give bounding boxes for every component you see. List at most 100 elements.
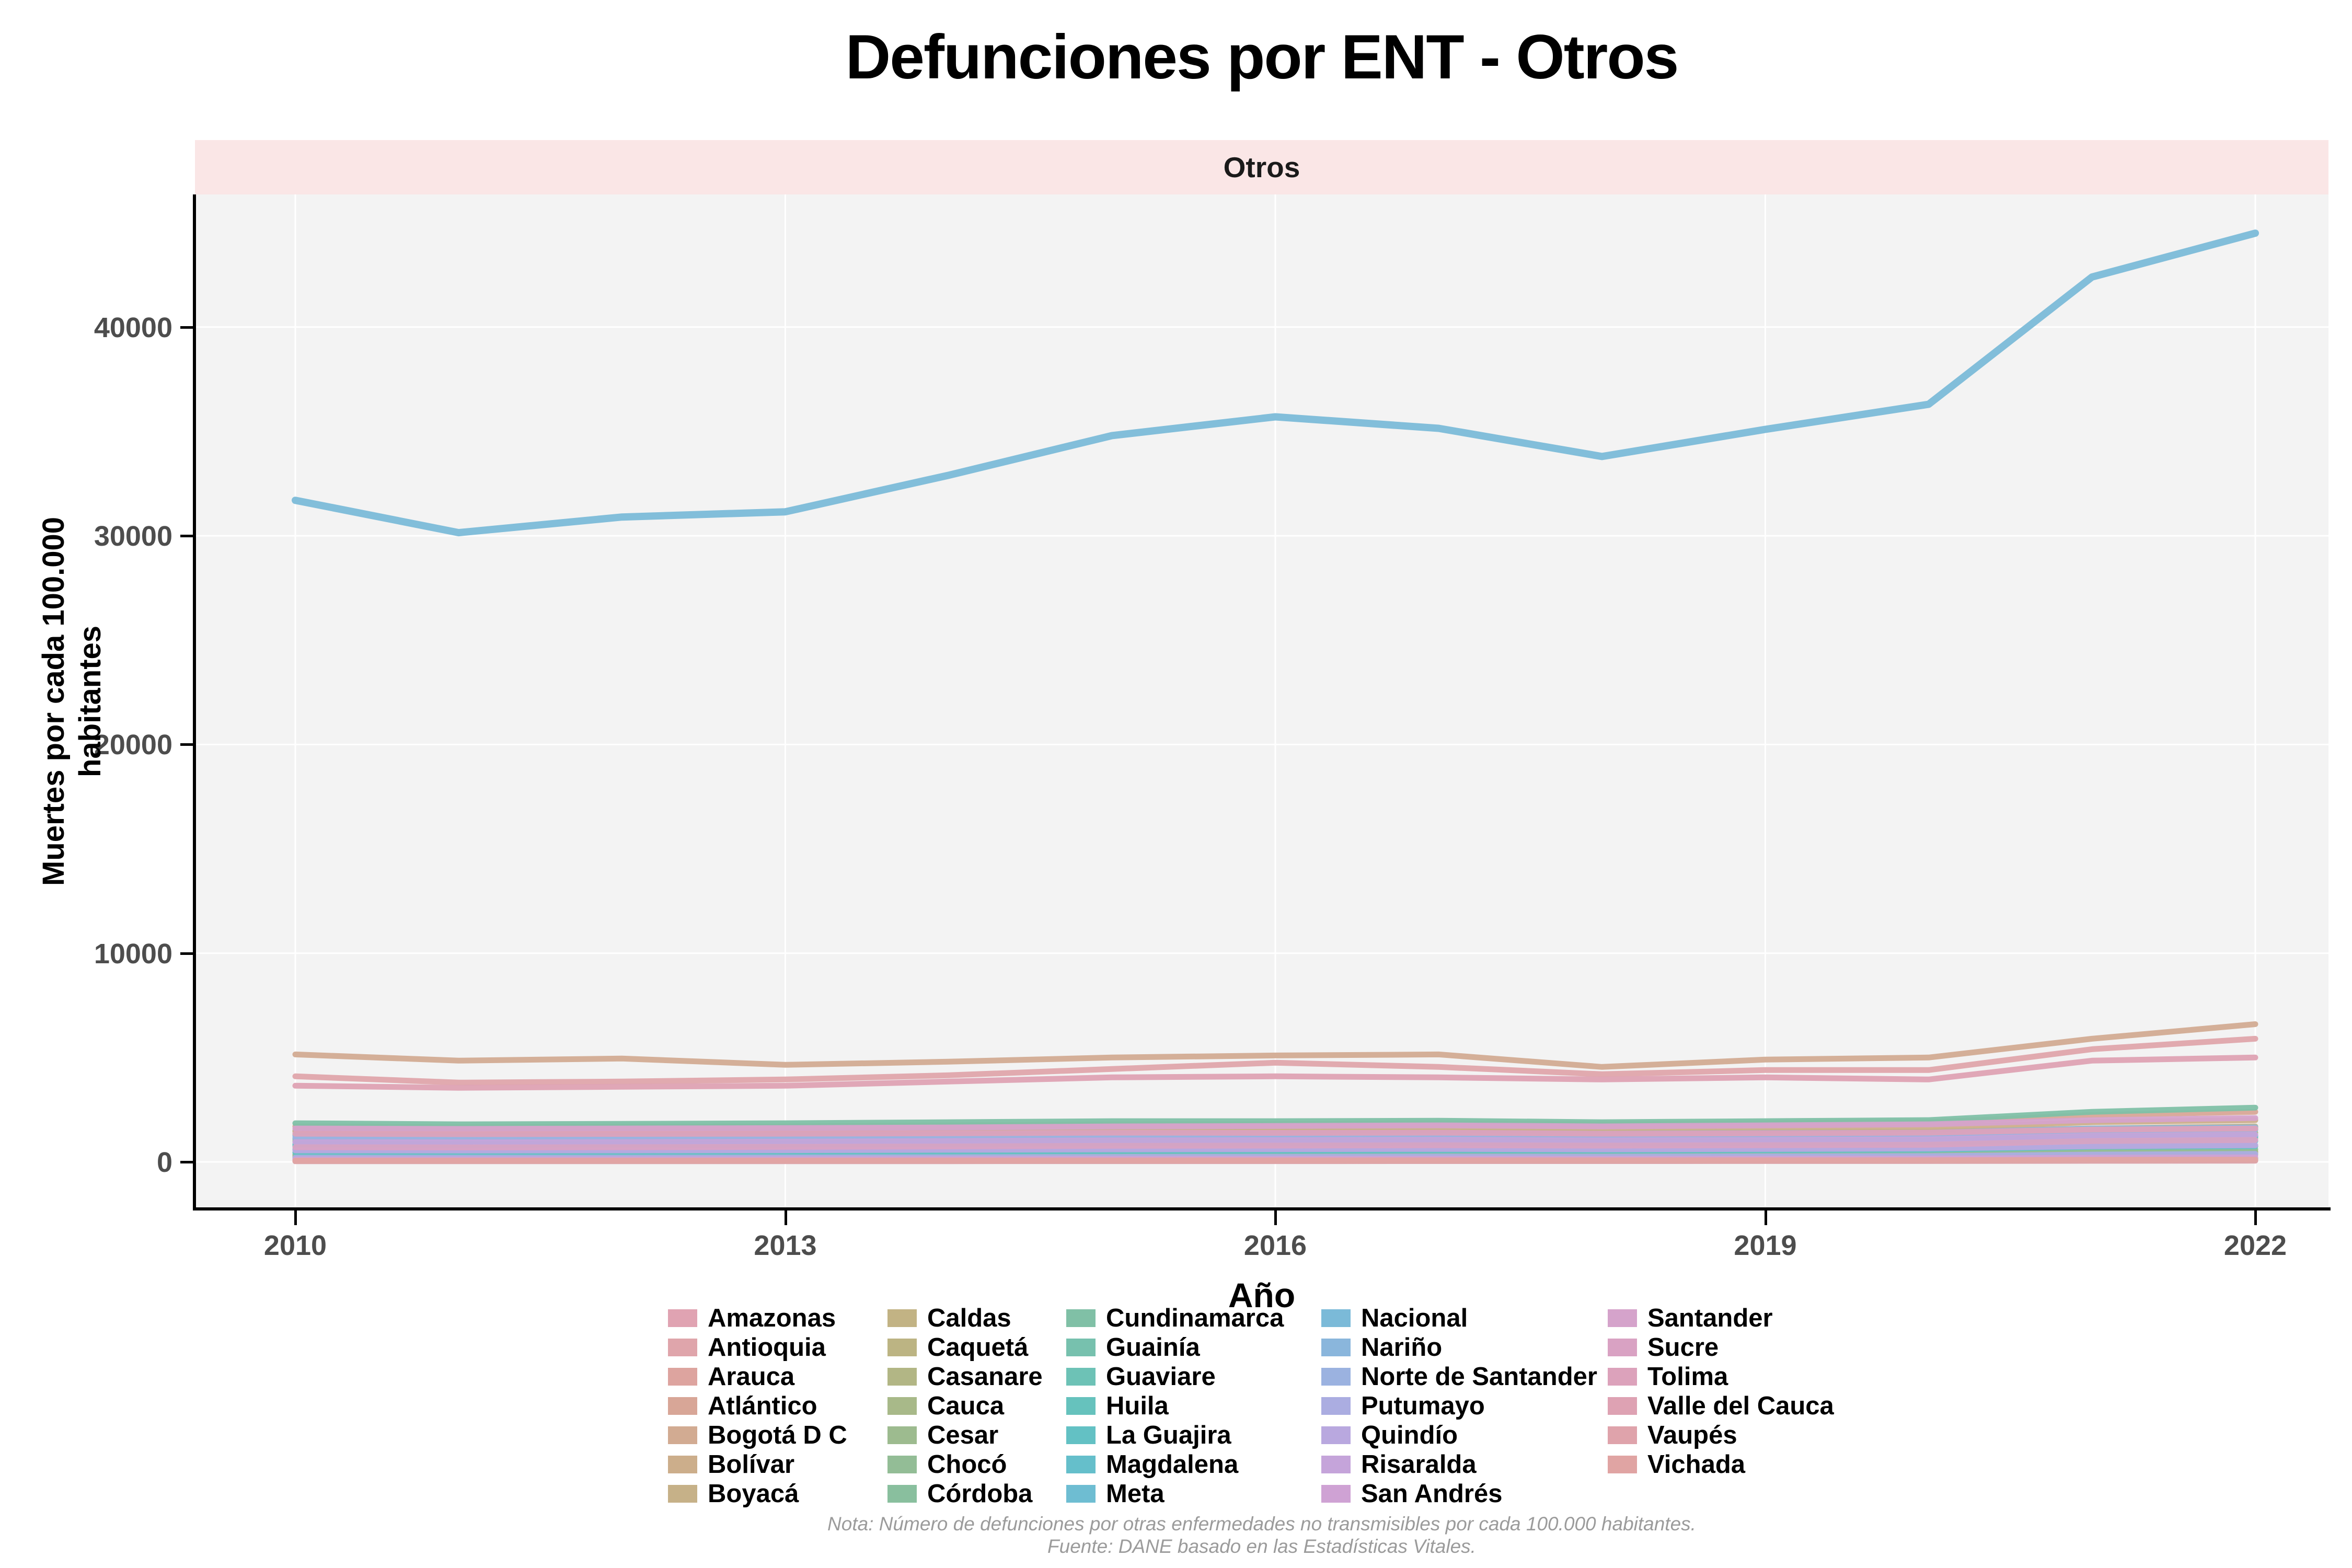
facet-strip-label: Otros xyxy=(1223,151,1300,183)
legend-label: Cesar xyxy=(927,1421,999,1449)
legend-swatch xyxy=(1321,1397,1351,1415)
x-axis-line xyxy=(193,1207,2331,1210)
legend-label: Valle del Cauca xyxy=(1647,1392,1834,1420)
y-tick-label: 30000 xyxy=(94,521,172,552)
x-tick-mark xyxy=(784,1210,787,1225)
facet-strip: Otros xyxy=(195,140,2328,194)
x-tick-label: 2013 xyxy=(754,1230,817,1261)
legend-swatch xyxy=(887,1339,917,1356)
x-tick-label: 2010 xyxy=(263,1230,327,1261)
x-tick-mark xyxy=(294,1210,297,1225)
x-tick-label: 2019 xyxy=(1734,1230,1797,1261)
legend-label: Casanare xyxy=(927,1363,1043,1391)
x-axis-title: Año xyxy=(1228,1276,1296,1315)
legend-swatch xyxy=(1608,1368,1637,1386)
y-tick-label: 20000 xyxy=(94,729,172,761)
series-line-bogotá-d-c xyxy=(292,1021,2258,1070)
legend-item-putumayo: Putumayo xyxy=(1321,1392,1485,1420)
legend-item-guainía: Guainía xyxy=(1066,1333,1200,1362)
x-tick-label: 2022 xyxy=(2223,1230,2287,1261)
legend-swatch xyxy=(1066,1397,1096,1415)
y-tick-mark xyxy=(180,743,195,746)
y-tick-mark xyxy=(180,535,195,538)
legend-swatch xyxy=(887,1397,917,1415)
legend-swatch xyxy=(668,1456,697,1473)
legend-label: Caquetá xyxy=(927,1333,1029,1362)
legend-swatch xyxy=(668,1397,697,1415)
legend-label: Antioquia xyxy=(708,1333,826,1362)
panel-background xyxy=(195,194,2328,1208)
legend-item-bolívar: Bolívar xyxy=(668,1450,795,1479)
legend-label: San Andrés xyxy=(1361,1480,1503,1508)
legend-item-vichada: Vichada xyxy=(1608,1450,1746,1479)
legend-swatch xyxy=(1608,1456,1637,1473)
legend-swatch xyxy=(1321,1339,1351,1356)
legend-label: Tolima xyxy=(1647,1363,1728,1391)
legend-item-nariño: Nariño xyxy=(1321,1333,1443,1362)
legend-label: Norte de Santander xyxy=(1361,1363,1597,1391)
legend-label: Risaralda xyxy=(1361,1450,1477,1479)
y-axis-line xyxy=(193,194,196,1210)
legend-label: Vichada xyxy=(1647,1450,1746,1479)
y-tick-mark xyxy=(180,1161,195,1163)
legend-item-chocó: Chocó xyxy=(887,1450,1007,1479)
legend-swatch xyxy=(1066,1368,1096,1386)
legend-label: Boyacá xyxy=(708,1480,799,1508)
legend-item-tolima: Tolima xyxy=(1608,1363,1728,1391)
legend-label: Sucre xyxy=(1647,1333,1719,1362)
series-line-cundinamarca xyxy=(292,1104,2258,1127)
legend-swatch xyxy=(668,1368,697,1386)
x-tick-mark xyxy=(2254,1210,2257,1225)
series-line-valle-del-cauca xyxy=(292,1054,2258,1091)
legend-label: Quindío xyxy=(1361,1421,1458,1449)
y-tick-mark xyxy=(180,326,195,329)
legend-swatch xyxy=(1066,1339,1096,1356)
legend-item-córdoba: Córdoba xyxy=(887,1480,1033,1508)
legend-label: Nariño xyxy=(1361,1333,1443,1362)
legend-swatch xyxy=(1608,1397,1637,1415)
legend-swatch xyxy=(887,1426,917,1444)
series-line-sucre xyxy=(292,1137,2258,1150)
legend-label: Meta xyxy=(1106,1480,1165,1508)
x-tick-mark xyxy=(1764,1210,1767,1225)
legend-item-cauca: Cauca xyxy=(887,1392,1004,1420)
y-tick-label: 0 xyxy=(156,1147,172,1178)
y-axis-title-line2: habitantes xyxy=(73,625,107,778)
plot-panel xyxy=(195,194,2328,1208)
legend-item-san-andrés: San Andrés xyxy=(1321,1480,1503,1508)
legend-label: Putumayo xyxy=(1361,1392,1485,1420)
legend-label: Cauca xyxy=(927,1392,1005,1420)
legend-swatch xyxy=(668,1339,697,1356)
legend-item-cesar: Cesar xyxy=(887,1421,999,1449)
legend-label: Bogotá D C xyxy=(708,1421,847,1449)
caption-source: Fuente: DANE basado en las Estadísticas … xyxy=(1047,1536,1476,1557)
legend-swatch xyxy=(1321,1426,1351,1444)
series-line-antioquia xyxy=(292,1035,2258,1086)
line-chart xyxy=(195,194,2328,1208)
legend-item-valle-del-cauca: Valle del Cauca xyxy=(1608,1392,1834,1420)
legend-swatch xyxy=(1066,1456,1096,1473)
legend-item-norte-de-santander: Norte de Santander xyxy=(1321,1363,1597,1391)
legend-label: Córdoba xyxy=(927,1480,1033,1508)
x-tick-label: 2016 xyxy=(1243,1230,1307,1261)
y-axis-title-line1: Muertes por cada 100.000 xyxy=(37,516,71,886)
legend-item-la-guajira: La Guajira xyxy=(1066,1421,1231,1449)
series-line-risaralda xyxy=(292,1132,2258,1145)
legend-item-guaviare: Guaviare xyxy=(1066,1363,1216,1391)
legend-item-vaupés: Vaupés xyxy=(1608,1421,1737,1449)
chart-title: Defunciones por ENT - Otros xyxy=(845,22,1679,92)
legend-item-caquetá: Caquetá xyxy=(887,1333,1029,1362)
y-tick-label: 40000 xyxy=(94,312,172,343)
y-tick-mark xyxy=(180,952,195,955)
legend-label: Bolívar xyxy=(708,1450,795,1479)
legend-item-sucre: Sucre xyxy=(1608,1333,1719,1362)
legend-item-antioquia: Antioquia xyxy=(668,1333,826,1362)
legend-label: Vaupés xyxy=(1647,1421,1737,1449)
legend-item-casanare: Casanare xyxy=(887,1363,1043,1391)
y-tick-label: 10000 xyxy=(94,938,172,970)
legend-label: Huila xyxy=(1106,1392,1169,1420)
legend-label: Chocó xyxy=(927,1450,1007,1479)
legend-item-meta: Meta xyxy=(1066,1480,1165,1508)
series-line-vichada xyxy=(292,1157,2258,1164)
legend-label: Atlántico xyxy=(708,1392,817,1420)
